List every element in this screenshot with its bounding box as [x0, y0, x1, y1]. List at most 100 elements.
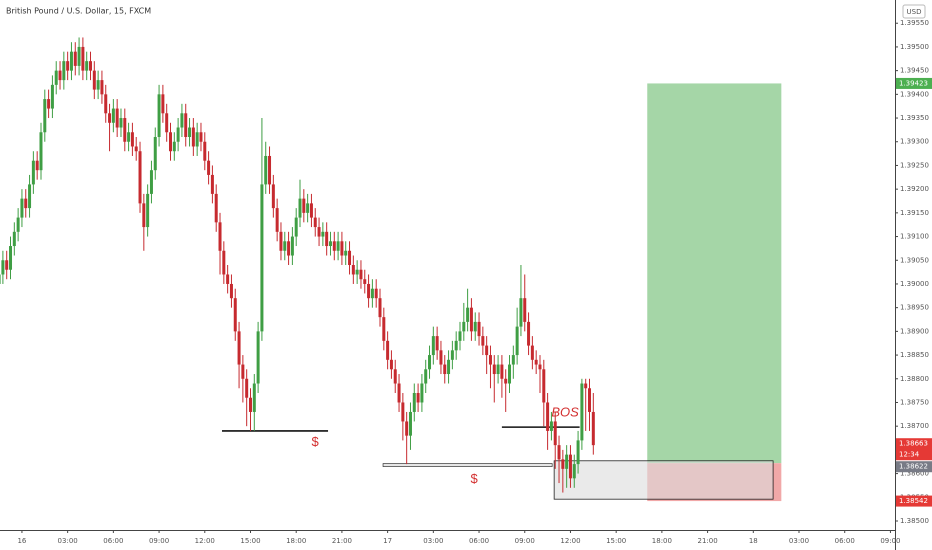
candle-body — [374, 288, 378, 299]
x-tick-label: 18 — [749, 537, 758, 545]
candle-body — [469, 307, 473, 332]
chart-title: British Pound / U.S. Dollar, 15, FXCM — [6, 7, 151, 16]
annotation: $ — [471, 471, 479, 486]
x-tick-label: 09:00 — [515, 537, 535, 545]
candle-body — [58, 70, 62, 81]
candle-body — [580, 383, 584, 441]
candle-body — [538, 364, 542, 370]
candle-body — [275, 208, 279, 232]
candle-body — [306, 203, 310, 213]
x-tick-label: 06:00 — [103, 537, 123, 545]
candle-body — [553, 421, 557, 446]
candle-body — [325, 231, 329, 247]
stop-price-label-bg — [896, 495, 932, 507]
candle-body — [43, 99, 47, 133]
currency[interactable]: USD — [907, 8, 922, 16]
candle-body — [363, 279, 367, 284]
candle-body — [69, 51, 73, 71]
candle-body — [9, 246, 13, 270]
y-tick-label: 1.39450 — [900, 67, 929, 75]
candle-body — [500, 364, 504, 379]
candle-body — [188, 127, 192, 138]
candle-body — [245, 378, 249, 398]
y-tick-label: 1.38900 — [900, 327, 929, 335]
candle-body — [24, 198, 28, 209]
y-tick-label: 1.39100 — [900, 233, 929, 241]
candle-body — [62, 61, 66, 81]
candle-body — [226, 274, 230, 284]
x-tick-label: 18:00 — [286, 537, 306, 545]
candle-body — [515, 326, 519, 356]
x-tick-label: 17 — [383, 537, 392, 545]
y-tick-label: 1.39350 — [900, 114, 929, 122]
candle-body — [309, 203, 313, 218]
candle-body — [568, 454, 572, 479]
candle-body — [355, 269, 359, 275]
candle-body — [431, 336, 435, 356]
candle-body — [328, 241, 332, 247]
candle-body — [488, 355, 492, 365]
entry-price-label: 1.38622 — [899, 463, 928, 471]
candle-body — [77, 46, 81, 66]
candle-body — [92, 70, 96, 90]
x-tick-label: 09:00 — [149, 537, 169, 545]
candle-body — [96, 80, 100, 90]
candle-body — [508, 364, 512, 384]
candle-body — [16, 217, 20, 232]
target-price-label-bg — [896, 77, 932, 89]
candle-body — [466, 307, 470, 322]
candle-body — [233, 298, 237, 332]
candle-body — [332, 241, 336, 251]
candle-body — [485, 345, 489, 356]
y-tick-label: 1.39500 — [900, 43, 929, 51]
candle-body — [123, 118, 127, 142]
x-tick-label: 21:00 — [697, 537, 717, 545]
x-tick-label: 06:00 — [469, 537, 489, 545]
candle-body — [572, 464, 576, 479]
candle-body — [367, 283, 371, 299]
y-tick-label: 1.38950 — [900, 304, 929, 312]
x-tick-label: 03:00 — [58, 537, 78, 545]
candle-body — [397, 383, 401, 403]
candle-body — [477, 321, 481, 337]
candle-body — [12, 231, 16, 247]
y-tick-label: 1.38700 — [900, 422, 929, 430]
candle-body — [359, 269, 363, 280]
y-tick-label: 1.39400 — [900, 90, 929, 98]
candle-body — [283, 241, 287, 251]
y-tick-label: 1.39200 — [900, 185, 929, 193]
candle-body — [119, 118, 123, 128]
y-tick-label: 1.39050 — [900, 256, 929, 264]
candle-body — [248, 397, 252, 412]
candle-body — [89, 61, 93, 71]
x-tick-label: 21:00 — [332, 537, 352, 545]
candle-body — [458, 331, 462, 341]
zone-box — [553, 460, 774, 500]
x-tick-label: 12:00 — [195, 537, 215, 545]
candle-body — [50, 84, 54, 109]
candle-body — [146, 193, 150, 228]
candle-body — [481, 336, 485, 346]
x-tick-label: 03:00 — [789, 537, 809, 545]
candle-body — [130, 132, 134, 147]
candle-body — [294, 217, 298, 237]
y-tick-label: 1.38850 — [900, 351, 929, 359]
x-tick-label: 12:00 — [560, 537, 580, 545]
candle-body — [454, 340, 458, 351]
candle-body — [100, 80, 104, 95]
x-tick-label: 03:00 — [423, 537, 443, 545]
candle-body — [157, 94, 161, 138]
candle-body — [549, 421, 553, 431]
currency-box[interactable] — [902, 4, 926, 19]
candle-body — [20, 198, 24, 218]
candle-body — [591, 411, 595, 446]
candle-body — [149, 170, 153, 194]
candle-body — [241, 364, 245, 379]
candle-body — [195, 132, 199, 147]
candle-body — [168, 132, 172, 152]
last-price-label-bg — [896, 438, 932, 461]
target-price-label: 1.39423 — [899, 79, 928, 87]
stop-price-label: 1.38542 — [899, 497, 928, 505]
x-tick-label: 15:00 — [606, 537, 626, 545]
